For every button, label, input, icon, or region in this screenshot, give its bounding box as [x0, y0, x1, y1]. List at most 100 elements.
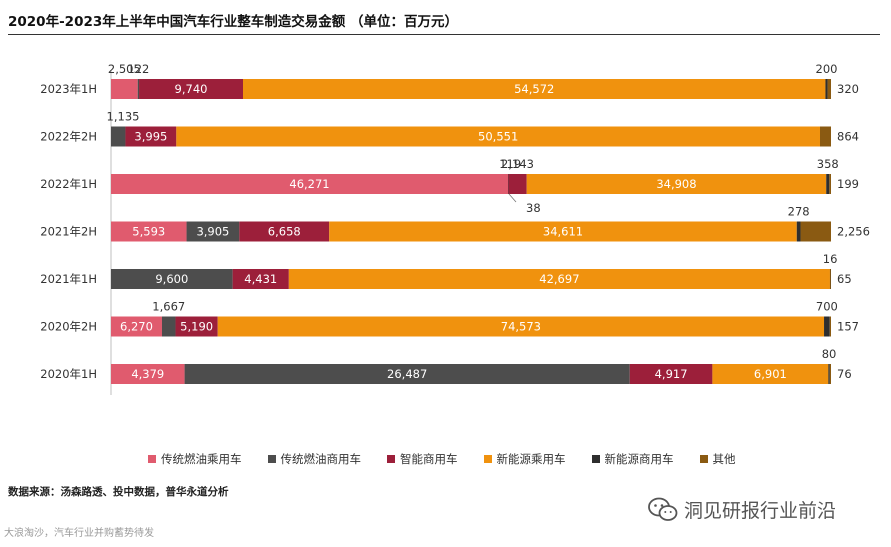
- data-label: 6,901: [754, 367, 787, 381]
- data-label: 50,551: [478, 130, 518, 144]
- bar-segment: [829, 316, 831, 337]
- legend-label: 传统燃油商用车: [280, 452, 362, 466]
- category-label: 2020年2H: [40, 320, 97, 334]
- data-label: 2,505: [108, 62, 141, 76]
- legend: 传统燃油乘用车 传统燃油商用车 智能商用车 新能源乘用车 新能源商用车 其他: [148, 451, 736, 467]
- category-label: 2021年2H: [40, 225, 97, 239]
- legend-label: 智能商用车: [400, 452, 458, 466]
- bar-segment: [111, 174, 509, 194]
- data-label: 38: [526, 201, 541, 215]
- bar-segment: [139, 79, 243, 99]
- bar-segment: [629, 364, 713, 384]
- data-label: 1,135: [107, 110, 140, 124]
- wechat-logo-icon: [648, 497, 678, 521]
- bar-segment: [111, 269, 233, 289]
- data-label: 26,487: [387, 367, 427, 381]
- bar-segment: [176, 126, 820, 147]
- legend-label: 新能源商用车: [604, 452, 674, 466]
- data-label: 42,697: [539, 272, 579, 286]
- bar-segment: [819, 126, 831, 147]
- legend-swatch: [699, 455, 708, 463]
- bar-segment: [829, 174, 831, 194]
- chart-title: 2020年-2023年上半年中国汽车行业整车制造交易金额 （单位：百万元）: [8, 14, 458, 30]
- bar-segment: [111, 364, 185, 384]
- bar-segment: [175, 316, 218, 337]
- data-label: 74,573: [501, 320, 541, 334]
- bar-segment: [828, 364, 830, 384]
- bar-segment: [329, 221, 797, 242]
- data-label: 199: [837, 177, 859, 191]
- bar-segment: [161, 316, 176, 337]
- bar-segment: [125, 126, 177, 147]
- data-label: 34,611: [543, 225, 583, 239]
- data-label: 4,917: [655, 367, 688, 381]
- category-label: 2023年1H: [40, 82, 97, 96]
- legend-swatch: [483, 455, 492, 463]
- data-label: 76: [837, 367, 852, 381]
- legend-item: 传统燃油乘用车: [148, 451, 242, 467]
- legend-item: 传统燃油商用车: [267, 451, 362, 467]
- watermark: 洞见研报行业前沿: [648, 496, 836, 523]
- bar-segment: [184, 364, 630, 384]
- legend-item: 新能源乘用车: [483, 451, 566, 467]
- legend-swatch: [387, 455, 395, 463]
- data-label: 34,908: [656, 177, 696, 191]
- bar-segment: [232, 269, 289, 289]
- data-label: 54,572: [514, 82, 554, 96]
- legend-item: 智能商用车: [387, 451, 458, 467]
- legend-item: 其他: [699, 451, 736, 467]
- bar-segment: [826, 174, 830, 194]
- footer-text: 大浪淘沙，汽车行业并购蓄势待发: [4, 528, 154, 539]
- data-label: 864: [837, 130, 859, 144]
- bar-segment: [288, 269, 830, 289]
- bar-segment: [111, 79, 138, 99]
- bar-segment: [824, 316, 830, 337]
- data-label: 4,379: [131, 367, 164, 381]
- bar-segment: [111, 126, 126, 147]
- bar-segment: [825, 79, 828, 99]
- data-label: 2,256: [837, 225, 870, 239]
- source-note: 数据来源：汤森路透、投中数据，普华永道分析: [8, 486, 229, 498]
- data-label: 320: [837, 82, 859, 96]
- category-label: 2020年1H: [40, 367, 97, 381]
- legend-label: 其他: [712, 452, 736, 466]
- data-label: 9,600: [155, 272, 188, 286]
- data-label: 358: [817, 157, 839, 171]
- bar-segment: [186, 221, 240, 242]
- data-label: 9,740: [175, 82, 208, 96]
- bar-segment: [829, 364, 831, 384]
- data-label: 4,431: [244, 272, 277, 286]
- bar-segment: [217, 316, 825, 337]
- data-label: 3,995: [134, 130, 167, 144]
- bar-segment: [111, 316, 162, 337]
- bar-segment: [796, 221, 801, 242]
- data-label: 122: [127, 62, 149, 76]
- legend-swatch: [148, 455, 156, 463]
- bar-segment: [526, 174, 827, 194]
- data-label: 65: [837, 272, 852, 286]
- bar-segment: [800, 221, 831, 242]
- bar-segment: [508, 174, 527, 194]
- data-label: 700: [816, 300, 838, 314]
- data-label: 1,667: [152, 300, 185, 314]
- legend-swatch: [267, 455, 276, 463]
- data-label: 200: [816, 62, 838, 76]
- bar-segment: [239, 221, 330, 242]
- extra-label: 119: [499, 157, 521, 171]
- data-label: 5,190: [180, 320, 213, 334]
- bar-segment: [111, 221, 187, 242]
- data-label: 278: [788, 205, 810, 219]
- legend-swatch: [591, 455, 600, 463]
- watermark-text: 洞见研报行业前沿: [684, 500, 837, 522]
- bar-segment: [137, 79, 140, 99]
- legend-label: 新能源乘用车: [496, 452, 566, 466]
- category-label: 2021年1H: [40, 272, 97, 286]
- data-label: 46,271: [289, 177, 329, 191]
- data-label: 2,143: [501, 157, 534, 171]
- data-label: 6,270: [120, 320, 153, 334]
- title-divider: [8, 34, 880, 35]
- data-label: 16: [823, 252, 838, 266]
- data-label: 3,905: [196, 225, 229, 239]
- data-label: 5,593: [132, 225, 165, 239]
